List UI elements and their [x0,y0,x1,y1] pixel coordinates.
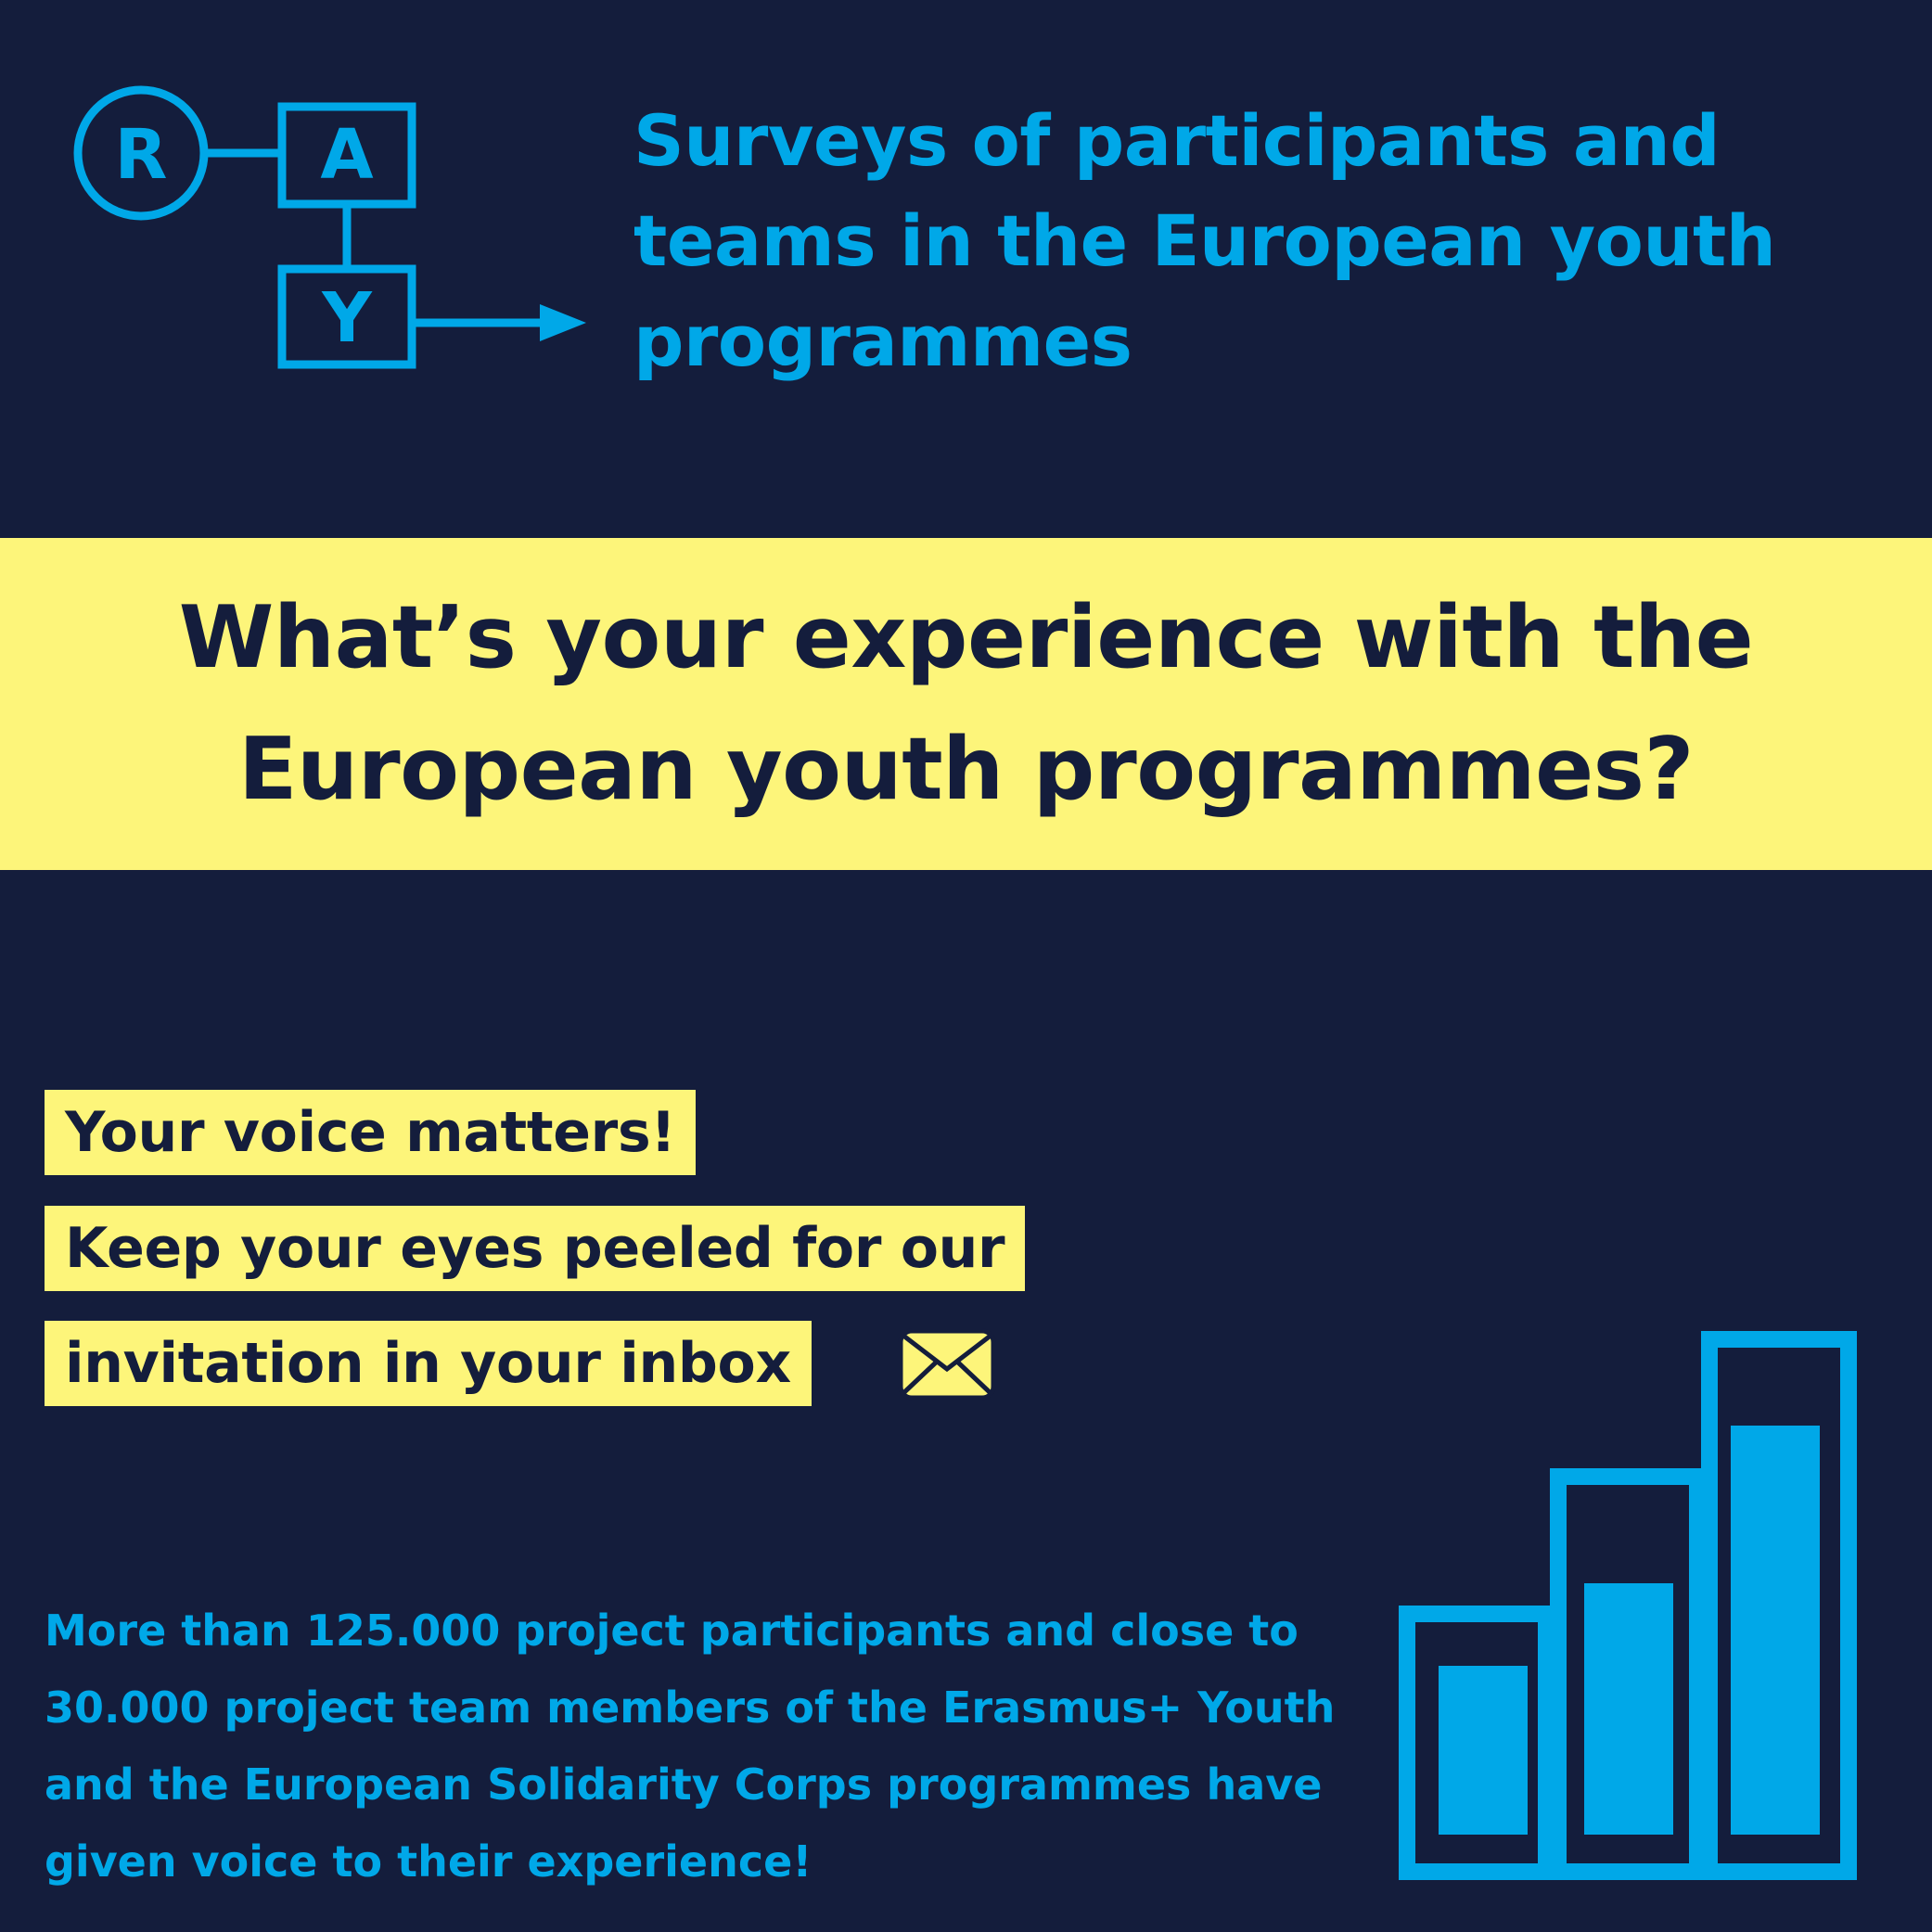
bar-fill [1439,1666,1528,1835]
footer-line: given voice to their experience! [45,1836,812,1887]
arrow-right-icon [540,304,586,341]
footer-line: 30.000 project team members of the Erasm… [45,1683,1336,1733]
callout-voice-matters: Your voice matters! [45,1090,697,1175]
header-title-line: Surveys of participants and [633,99,1721,182]
callout-invitation-inbox: invitation in your inbox [45,1321,812,1406]
logo-letter-a: A [320,115,373,195]
footer-text: More than 125.000 project participants a… [45,1593,1399,1900]
header-title-line: teams in the European youth [633,199,1776,282]
ray-logo: R A Y [73,85,586,369]
callout-keep-eyes-peeled: Keep your eyes peeled for our [45,1206,1026,1291]
bar-frame [1399,1606,1555,1880]
banner-question: What’s your experience with the European… [0,571,1932,835]
footer-line: and the European Solidarity Corps progra… [45,1759,1323,1810]
bar-fill [1731,1426,1820,1835]
banner-line: European youth programmes? [238,719,1694,819]
banner-line: What’s your experience with the [178,587,1754,687]
bar-fill [1584,1583,1673,1835]
bar-frame [1701,1331,1857,1880]
bar-frame [1550,1468,1706,1880]
envelope-icon [898,1328,996,1401]
logo-letter-r: R [115,115,168,195]
header-title-line: programmes [633,300,1132,382]
logo-letter-y: Y [321,278,373,358]
footer-line: More than 125.000 project participants a… [45,1606,1299,1656]
header-title: Surveys of participants and teams in the… [633,91,1895,391]
bar-chart-icon [1399,1331,1857,1880]
question-banner: What’s your experience with the European… [0,538,1932,870]
